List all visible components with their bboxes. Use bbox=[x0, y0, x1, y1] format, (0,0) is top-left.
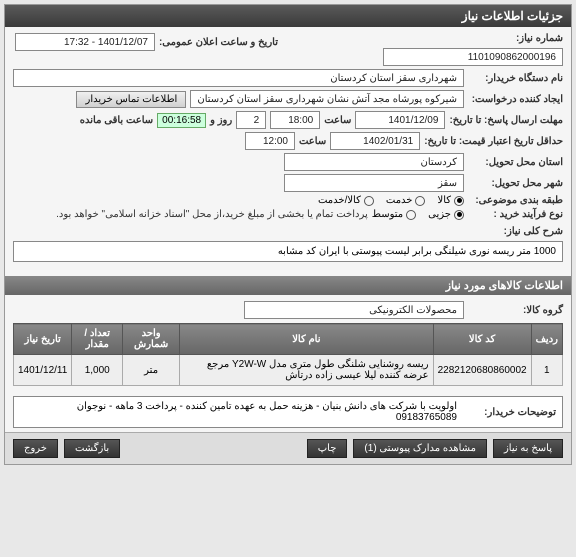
announce-label: تاریخ و ساعت اعلان عمومی: bbox=[159, 37, 278, 48]
radio-dot-icon bbox=[415, 196, 425, 206]
group-label: گروه کالا: bbox=[468, 305, 563, 316]
radio-goods[interactable]: کالا bbox=[437, 195, 464, 206]
th-row: ردیف bbox=[531, 324, 562, 355]
deadline-time: 18:00 bbox=[270, 111, 320, 129]
city-label: شهر محل تحویل: bbox=[468, 178, 563, 189]
contact-buyer-button[interactable]: اطلاعات تماس خریدار bbox=[76, 91, 186, 108]
th-name: نام کالا bbox=[180, 324, 434, 355]
category-label: طبقه بندی موضوعی: bbox=[468, 195, 563, 206]
buyer-label: نام دستگاه خریدار: bbox=[468, 73, 563, 84]
buyer-value: شهرداری سقز استان کردستان bbox=[13, 69, 464, 87]
radio-both[interactable]: کالا/خدمت bbox=[318, 195, 374, 206]
creator-label: ایجاد کننده درخواست: bbox=[468, 94, 563, 105]
radio-dot-icon bbox=[364, 196, 374, 206]
need-no-label: شماره نیاز: bbox=[468, 33, 563, 44]
reply-button[interactable]: پاسخ به نیاز bbox=[493, 439, 563, 458]
validity-date: 1402/01/31 bbox=[330, 132, 420, 150]
back-button[interactable]: بازگشت bbox=[64, 439, 120, 458]
cell-qty: 1,000 bbox=[72, 355, 123, 386]
process-note: پرداخت تمام یا بخشی از مبلغ خرید،از محل … bbox=[56, 209, 368, 220]
buyer-note-box: توضیحات خریدار: اولویت با شرکت های دانش … bbox=[13, 396, 563, 428]
time-label-1: ساعت bbox=[324, 115, 351, 126]
th-qty: تعداد / مقدار bbox=[72, 324, 123, 355]
cell-name: ریسه روشنایی شلنگی طول متری مدل Y2W-W مر… bbox=[180, 355, 434, 386]
th-code: کد کالا bbox=[433, 324, 531, 355]
radio-dot-icon bbox=[454, 210, 464, 220]
days-label: روز و bbox=[210, 115, 232, 126]
process-label: نوع فرآیند خرید : bbox=[468, 209, 563, 220]
form-area: شماره نیاز: 1101090862000196 تاریخ و ساع… bbox=[5, 27, 571, 272]
description-box: 1000 متر ریسه نوری شیلنگی برابر لیست پیو… bbox=[13, 241, 563, 262]
radio-partial[interactable]: جزیی bbox=[428, 209, 464, 220]
time-label-2: ساعت bbox=[299, 136, 326, 147]
announce-value: 1401/12/07 - 17:32 bbox=[15, 33, 155, 51]
radio-dot-icon bbox=[454, 196, 464, 206]
table-row: 1 2282120680860002 ریسه روشنایی شلنگی طو… bbox=[14, 355, 563, 386]
days-value: 2 bbox=[236, 111, 266, 129]
countdown-timer: 00:16:58 bbox=[157, 113, 206, 128]
city-value: سقز bbox=[284, 174, 464, 192]
group-value: محصولات الکترونیکی bbox=[244, 301, 464, 319]
buyer-note-label: توضیحات خریدار: bbox=[461, 407, 556, 418]
view-docs-button[interactable]: مشاهده مدارک پیوستی (1) bbox=[353, 439, 487, 458]
cell-code: 2282120680860002 bbox=[433, 355, 531, 386]
deadline-label: مهلت ارسال پاسخ: تا تاریخ: bbox=[449, 115, 563, 126]
print-button[interactable]: چاپ bbox=[307, 439, 348, 458]
validity-time: 12:00 bbox=[245, 132, 295, 150]
footer-buttons: پاسخ به نیاز مشاهده مدارک پیوستی (1) چاپ… bbox=[5, 432, 571, 464]
deadline-date: 1401/12/09 bbox=[355, 111, 445, 129]
table-header-row: ردیف کد کالا نام کالا واحد شمارش تعداد /… bbox=[14, 324, 563, 355]
th-date: تاریخ نیاز bbox=[14, 324, 72, 355]
panel-title: جزئیات اطلاعات نیاز bbox=[5, 5, 571, 27]
cell-date: 1401/12/11 bbox=[14, 355, 72, 386]
goods-table: ردیف کد کالا نام کالا واحد شمارش تعداد /… bbox=[13, 323, 563, 386]
remain-label: ساعت باقی مانده bbox=[80, 115, 153, 126]
desc-label: شرح کلی نیاز: bbox=[468, 226, 563, 237]
radio-service[interactable]: خدمت bbox=[386, 195, 426, 206]
need-no-value: 1101090862000196 bbox=[383, 48, 563, 66]
creator-value: شیرکوه پورشاه مجد آتش نشان شهرداری سقز ا… bbox=[190, 90, 464, 108]
th-unit: واحد شمارش bbox=[123, 324, 180, 355]
details-panel: جزئیات اطلاعات نیاز شماره نیاز: 11010908… bbox=[4, 4, 572, 465]
cell-row: 1 bbox=[531, 355, 562, 386]
buyer-note-text: اولویت با شرکت های دانش بنیان - هزینه حم… bbox=[20, 401, 457, 423]
province-value: کردستان bbox=[284, 153, 464, 171]
category-radio-group: کالا خدمت کالا/خدمت bbox=[318, 195, 464, 206]
validity-label: حداقل تاریخ اعتبار قیمت: تا تاریخ: bbox=[424, 136, 563, 147]
cell-unit: متر bbox=[123, 355, 180, 386]
exit-button[interactable]: خروج bbox=[13, 439, 58, 458]
process-radio-group: جزیی متوسط bbox=[372, 209, 464, 220]
goods-section-header: اطلاعات کالاهای مورد نیاز bbox=[5, 276, 571, 295]
radio-medium[interactable]: متوسط bbox=[372, 209, 416, 220]
radio-dot-icon bbox=[406, 210, 416, 220]
province-label: استان محل تحویل: bbox=[468, 157, 563, 168]
